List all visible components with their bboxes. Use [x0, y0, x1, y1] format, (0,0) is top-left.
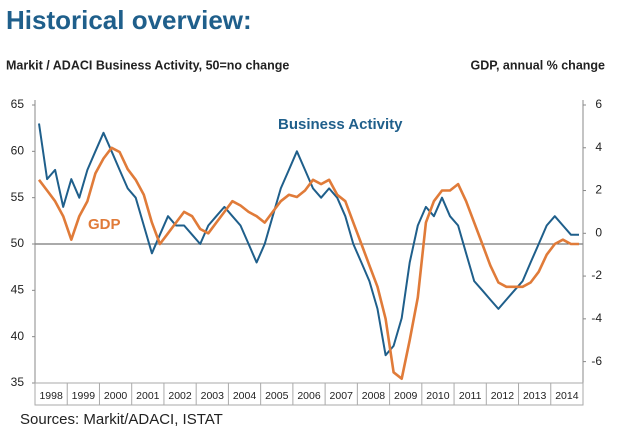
- series-line: [38, 123, 579, 357]
- x-tick-label: 2002: [168, 390, 192, 402]
- y2-tick-label: -2: [591, 268, 602, 282]
- x-tick-label: 1999: [72, 390, 96, 402]
- y2-axis-label: GDP, annual % change: [470, 58, 605, 72]
- y-tick-label: 65: [11, 97, 25, 111]
- y-tick-label: 55: [11, 190, 25, 204]
- y2-tick-label: -4: [591, 311, 602, 325]
- chart-title: Historical overview:: [6, 5, 252, 35]
- y2-tick-label: 4: [595, 140, 602, 154]
- series-label: Business Activity: [278, 116, 403, 133]
- x-tick-label: 1998: [39, 390, 63, 402]
- y2-tick-label: -6: [591, 354, 602, 368]
- x-tick-label: 2000: [104, 390, 128, 402]
- y-tick-label: 40: [11, 329, 25, 343]
- x-tick-label: 2005: [265, 390, 289, 402]
- x-tick-label: 2014: [555, 390, 579, 402]
- source: Sources: Markit/ADACI, ISTAT: [20, 411, 223, 428]
- y2-tick-label: 6: [595, 97, 602, 111]
- x-tick-label: 2006: [297, 390, 321, 402]
- y-tick-label: 50: [11, 236, 25, 250]
- series-line: [37, 146, 579, 380]
- x-tick-label: 2010: [426, 390, 450, 402]
- y-tick-label: 45: [11, 283, 25, 297]
- x-tick-label: 2008: [362, 390, 386, 402]
- y-tick-label: 35: [11, 375, 25, 389]
- y-tick-label: 60: [11, 144, 25, 158]
- x-tick-label: 2001: [136, 390, 160, 402]
- x-tick-label: 2009: [394, 390, 418, 402]
- x-tick-label: 2013: [523, 390, 547, 402]
- x-tick-label: 2004: [233, 390, 257, 402]
- x-tick-label: 2003: [201, 390, 225, 402]
- series-label: GDP: [88, 216, 121, 233]
- x-axis-box: [34, 382, 584, 406]
- x-tick-label: 2012: [491, 390, 515, 402]
- y-axis-label: Markit / ADACI Business Activity, 50=no …: [6, 58, 289, 72]
- y2-tick-label: 0: [595, 225, 602, 239]
- x-tick-label: 2011: [459, 390, 482, 402]
- x-tick-label: 2007: [330, 390, 354, 402]
- y2-tick-label: 2: [595, 183, 602, 197]
